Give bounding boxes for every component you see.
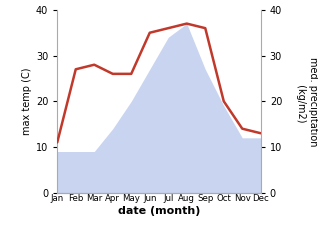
Y-axis label: med. precipitation
 (kg/m2): med. precipitation (kg/m2)	[296, 57, 318, 146]
X-axis label: date (month): date (month)	[118, 206, 200, 216]
Y-axis label: max temp (C): max temp (C)	[22, 67, 32, 135]
